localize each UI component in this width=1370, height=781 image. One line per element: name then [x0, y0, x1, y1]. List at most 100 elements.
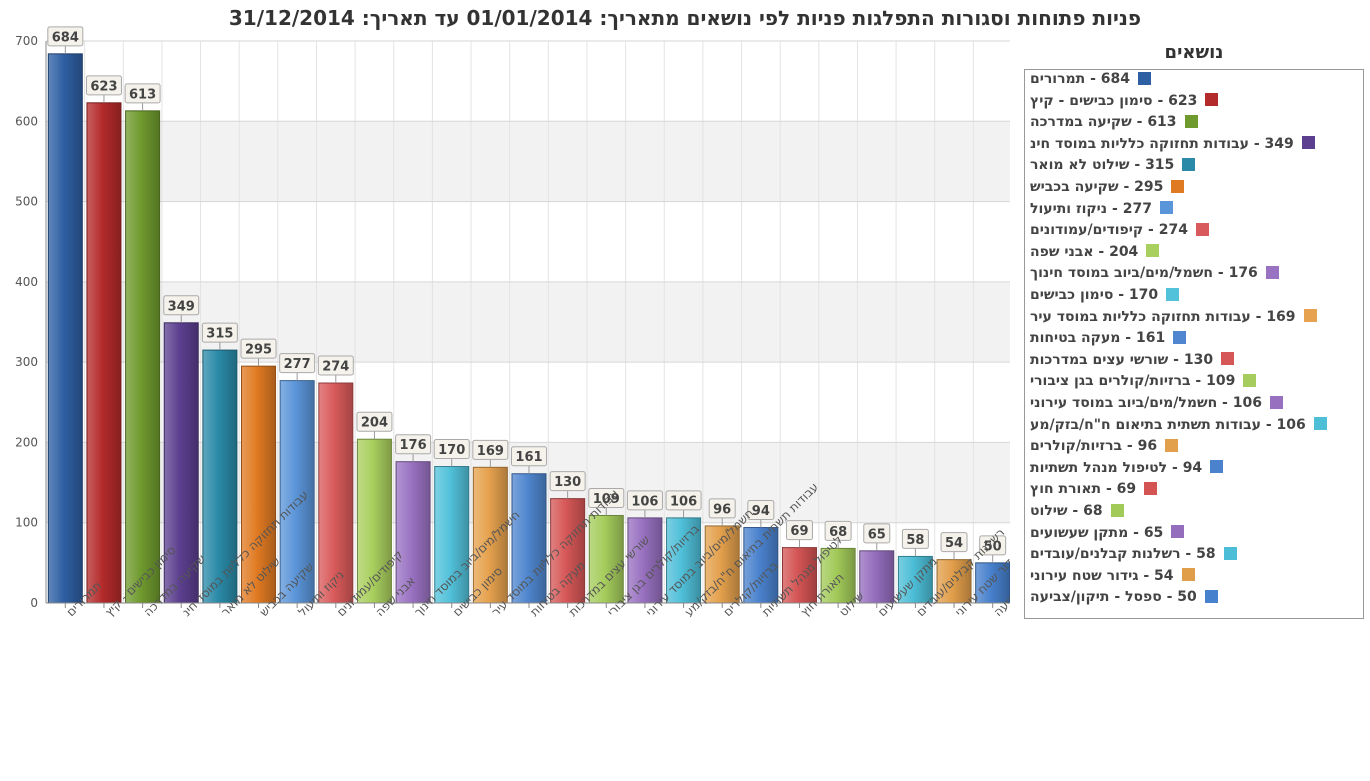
legend-item[interactable]: 169 - עבודות תחזוקה כלליות במוסד עיר: [1030, 309, 1348, 331]
legend-label: 277 - ניקוז ותיעול: [1030, 200, 1152, 217]
data-label: 623: [90, 79, 117, 94]
y-tick-label: 200: [15, 435, 38, 449]
legend-item[interactable]: 315 - שילוט לא מואר: [1030, 157, 1348, 179]
legend-swatch: [1171, 179, 1185, 193]
legend-swatch: [1110, 503, 1124, 517]
data-label: 58: [906, 533, 924, 548]
legend-label: 96 - ברזיות/קולרים: [1030, 438, 1158, 455]
data-label: 176: [400, 438, 427, 453]
bar: [550, 498, 586, 604]
legend-label: 69 - תאורת חוץ: [1030, 481, 1137, 498]
grid-band: [46, 121, 1010, 202]
legend-swatch: [1146, 244, 1160, 258]
bar: [859, 550, 895, 604]
legend-item[interactable]: 109 - ברזיות/קולרים בגן ציבורי: [1030, 373, 1348, 395]
legend-item[interactable]: 68 - שילוט: [1030, 503, 1348, 525]
data-label: 169: [477, 444, 504, 459]
bar: [588, 514, 624, 604]
legend-swatch: [1265, 265, 1279, 279]
legend-item[interactable]: 65 - מתקן שעשועים: [1030, 525, 1348, 547]
data-label-box: [824, 520, 852, 541]
legend-item[interactable]: 204 - אבני שפה: [1030, 244, 1348, 266]
data-label: 613: [129, 87, 156, 102]
bar: [743, 527, 779, 604]
data-label: 69: [790, 524, 808, 539]
legend-swatch: [1182, 157, 1196, 171]
data-label-box: [356, 411, 393, 432]
bar: [975, 562, 1010, 604]
legend-item[interactable]: 176 - חשמל/מים/ביוב במוסד חינוך: [1030, 265, 1348, 287]
legend-item[interactable]: 684 - תמרורים: [1030, 71, 1348, 93]
legend-swatch: [1171, 525, 1185, 539]
bar: [395, 461, 431, 604]
legend-item[interactable]: 69 - תאורת חוץ: [1030, 481, 1348, 503]
legend-item[interactable]: 161 - מעקה בטיחות: [1030, 330, 1348, 352]
legend-item[interactable]: 50 - ספסל - תיקון/צביעה: [1030, 589, 1348, 611]
data-label: 54: [945, 536, 963, 551]
data-label-box: [940, 532, 968, 553]
data-label: 65: [868, 527, 886, 542]
chart-title: פניות פתוחות וסגורות התפלגות פניות לפי נ…: [228, 6, 1142, 30]
legend-item[interactable]: 277 - ניקוז ותיעול: [1030, 201, 1348, 223]
y-tick-label: 500: [15, 195, 38, 209]
data-label-box: [549, 471, 586, 492]
bar: [511, 473, 547, 604]
legend-label: 315 - שילוט לא מואר: [1030, 157, 1175, 174]
y-tick-label: 300: [15, 355, 38, 369]
legend-swatch: [1210, 460, 1224, 474]
legend-item[interactable]: 623 - סימון כבישים - קיץ: [1030, 93, 1348, 115]
legend-item[interactable]: 349 - עבודות תחזוקה כלליות במוסד חינ: [1030, 136, 1348, 158]
legend-item[interactable]: 295 - שקיעה בכביש: [1030, 179, 1348, 201]
legend-item[interactable]: 54 - גידור שטח עירוני: [1030, 568, 1348, 590]
data-label-box: [626, 490, 663, 511]
data-label: 94: [752, 504, 770, 519]
data-label: 50: [984, 539, 1002, 554]
data-label-box: [901, 528, 929, 549]
y-tick-label: 400: [15, 275, 38, 289]
bar: [202, 349, 238, 604]
legend-label: 623 - סימון כבישים - קיץ: [1030, 92, 1198, 109]
bar: [241, 365, 277, 604]
legend-swatch: [1223, 546, 1237, 560]
legend-swatch: [1243, 373, 1257, 387]
legend-swatch: [1269, 395, 1283, 409]
grid-band: [46, 281, 1010, 363]
data-label-box: [47, 26, 84, 47]
legend-label: 58 - רשלנות קבלנים/עובדים: [1030, 546, 1216, 563]
data-label: 106: [670, 494, 697, 509]
legend-label: 65 - מתקן שעשועים: [1030, 524, 1164, 541]
data-label-box: [747, 500, 775, 521]
legend-item[interactable]: 106 - חשמל/מים/ביוב במוסד עירוני: [1030, 395, 1348, 417]
legend-item[interactable]: 170 - סימון כבישים: [1030, 287, 1348, 309]
legend-label: 161 - מעקה בטיחות: [1030, 330, 1166, 347]
bar: [47, 53, 83, 604]
legend-label: 68 - שילוט: [1030, 503, 1103, 519]
data-label-box: [665, 490, 702, 511]
data-label-box: [511, 446, 547, 467]
legend-swatch: [1204, 589, 1218, 603]
bar: [86, 102, 122, 604]
legend-item[interactable]: 96 - ברזיות/קולרים: [1030, 438, 1348, 460]
legend-item[interactable]: 94 - לטיפול מנהל תשתיות: [1030, 460, 1348, 482]
y-tick-label: 600: [15, 114, 38, 128]
legend-item[interactable]: 106 - עבודות תשתית בתיאום ח"ח/בזק/מע: [1030, 417, 1348, 439]
bar: [163, 322, 199, 604]
legend-swatch: [1303, 309, 1317, 323]
data-label: 274: [322, 360, 349, 375]
bar: [356, 438, 392, 604]
legend-item[interactable]: 58 - רשלנות קבלנים/עובדים: [1030, 546, 1348, 568]
data-label-box: [588, 487, 625, 508]
legend-label: 50 - ספסל - תיקון/צביעה: [1030, 589, 1197, 606]
legend-swatch: [1159, 201, 1173, 215]
legend-item[interactable]: 613 - שקיעה במדרכה: [1030, 114, 1348, 136]
bars-layer: [47, 53, 1010, 604]
data-label: 170: [438, 443, 465, 458]
data-label: 161: [515, 450, 542, 465]
bar: [666, 517, 702, 604]
data-label: 96: [713, 502, 731, 517]
legend-swatch: [1221, 352, 1235, 366]
legend-label: 169 - עבודות תחזוקה כלליות במוסד עיר: [1030, 308, 1296, 325]
legend-item[interactable]: 274 - קיפודים/עמודונים: [1030, 222, 1348, 244]
legend-item[interactable]: 130 - שורשי עצים במדרכות: [1030, 352, 1348, 374]
data-labels-layer: 684 623 613 349 315 295 277 274 204 176 170 169 161 1…: [47, 26, 1007, 563]
